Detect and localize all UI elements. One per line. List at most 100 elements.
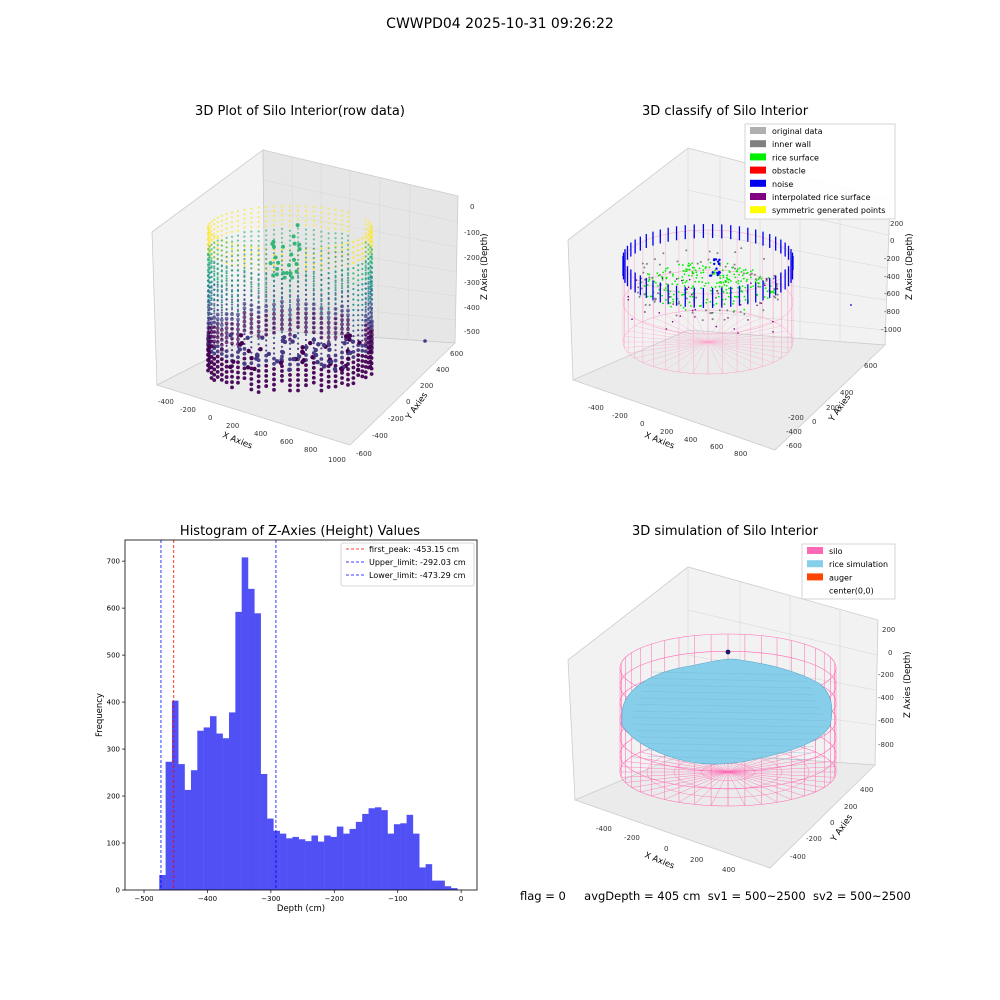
sv2-text: sv2 = 500~2500: [812, 889, 911, 903]
raw-point: [333, 374, 338, 379]
raw-point: [369, 278, 372, 281]
raw-point: [265, 339, 268, 342]
histogram-y-label: Frequency: [95, 693, 105, 737]
cls-ytick: 0: [812, 418, 816, 426]
cls-ztick: 200: [890, 220, 903, 228]
raw-point: [220, 269, 223, 272]
interpolated-point: [739, 303, 742, 306]
raw-point: [352, 298, 355, 301]
raw-point: [348, 350, 353, 356]
histogram-bar: [159, 874, 166, 890]
raw-point: [225, 303, 228, 306]
raw-point: [275, 266, 280, 271]
raw-point: [338, 366, 344, 371]
raw-point: [343, 334, 349, 339]
raw-point: [367, 262, 370, 265]
raw-point: [357, 244, 360, 247]
raw-point: [271, 273, 276, 278]
raw-point: [230, 240, 234, 243]
raw-point: [369, 325, 374, 330]
raw-point: [367, 276, 370, 279]
raw-point: [357, 294, 360, 297]
raw-point: [272, 336, 276, 339]
raw-point: [288, 219, 292, 222]
rice-surface-point: [720, 286, 723, 288]
raw-point: [272, 330, 276, 335]
raw-point: [220, 289, 223, 292]
raw-point: [282, 275, 287, 280]
raw-point: [212, 344, 217, 348]
inner-wall-point: [645, 262, 648, 265]
rice-surface-point: [685, 270, 688, 273]
raw-point: [220, 259, 223, 262]
rice-surface-point: [688, 274, 690, 277]
inner-wall-point: [734, 251, 737, 254]
raw-point: [357, 314, 360, 317]
raw-point: [304, 263, 308, 266]
raw-point: [225, 289, 228, 292]
interpolated-point: [765, 278, 768, 281]
raw-point: [249, 387, 254, 392]
raw-point: [224, 321, 229, 326]
raw-point: [364, 308, 367, 311]
noise-point: [714, 258, 718, 261]
noise-point: [716, 260, 720, 263]
raw-point: [260, 335, 265, 340]
raw-point: [316, 342, 321, 347]
raw-point: [327, 308, 330, 311]
rice-surface-point: [672, 293, 675, 296]
raw-point: [252, 366, 257, 372]
raw-point: [311, 311, 316, 316]
raw-point: [230, 259, 234, 263]
raw-point: [352, 272, 355, 275]
raw-point: [320, 283, 323, 286]
raw-point: [213, 293, 216, 296]
raw-point: [230, 336, 234, 341]
raw-point: [246, 348, 251, 354]
raw-point: [250, 262, 253, 265]
raw-point: [360, 369, 365, 374]
raw-point: [296, 367, 300, 372]
raw-point: [363, 314, 368, 319]
raw-point: [370, 229, 373, 232]
raw-point: [272, 382, 276, 387]
raw-point: [272, 326, 276, 330]
rice-surface-point: [741, 285, 744, 288]
raw-point: [370, 308, 373, 311]
rice-surface-point: [729, 280, 732, 282]
raw-x-axis-label: X Axies: [221, 431, 254, 452]
raw-point: [357, 334, 360, 337]
sim-ytick: 200: [844, 803, 857, 811]
raw-point: [288, 229, 292, 232]
raw-point: [304, 293, 308, 296]
raw-point: [243, 244, 246, 247]
rice-surface-point: [760, 277, 763, 280]
histogram-bar: [400, 823, 407, 890]
raw-point: [369, 274, 372, 277]
raw-point: [225, 231, 228, 235]
raw-point: [334, 222, 337, 225]
histogram-x-tick-label: 0: [459, 895, 463, 903]
raw-point: [272, 228, 276, 231]
raw-point: [352, 314, 355, 317]
raw-point: [206, 368, 210, 373]
raw-point: [215, 359, 220, 364]
raw-point: [327, 276, 330, 280]
rice-surface-point: [685, 268, 688, 271]
raw-point: [250, 244, 253, 247]
rice-surface-point: [670, 305, 672, 308]
raw-point: [312, 280, 315, 283]
noise-outlier-point: [850, 304, 852, 306]
raw-point: [369, 372, 374, 376]
raw-point: [346, 230, 350, 233]
raw-point: [352, 267, 355, 270]
interpolated-point: [711, 312, 713, 314]
raw-point: [256, 379, 261, 384]
raw-point: [206, 269, 210, 272]
raw-point: [327, 281, 330, 285]
raw-point: [346, 347, 350, 350]
raw-point: [357, 269, 360, 272]
raw-point: [288, 284, 292, 287]
silo-wire-spoke: [642, 321, 709, 343]
raw-point: [361, 293, 364, 296]
